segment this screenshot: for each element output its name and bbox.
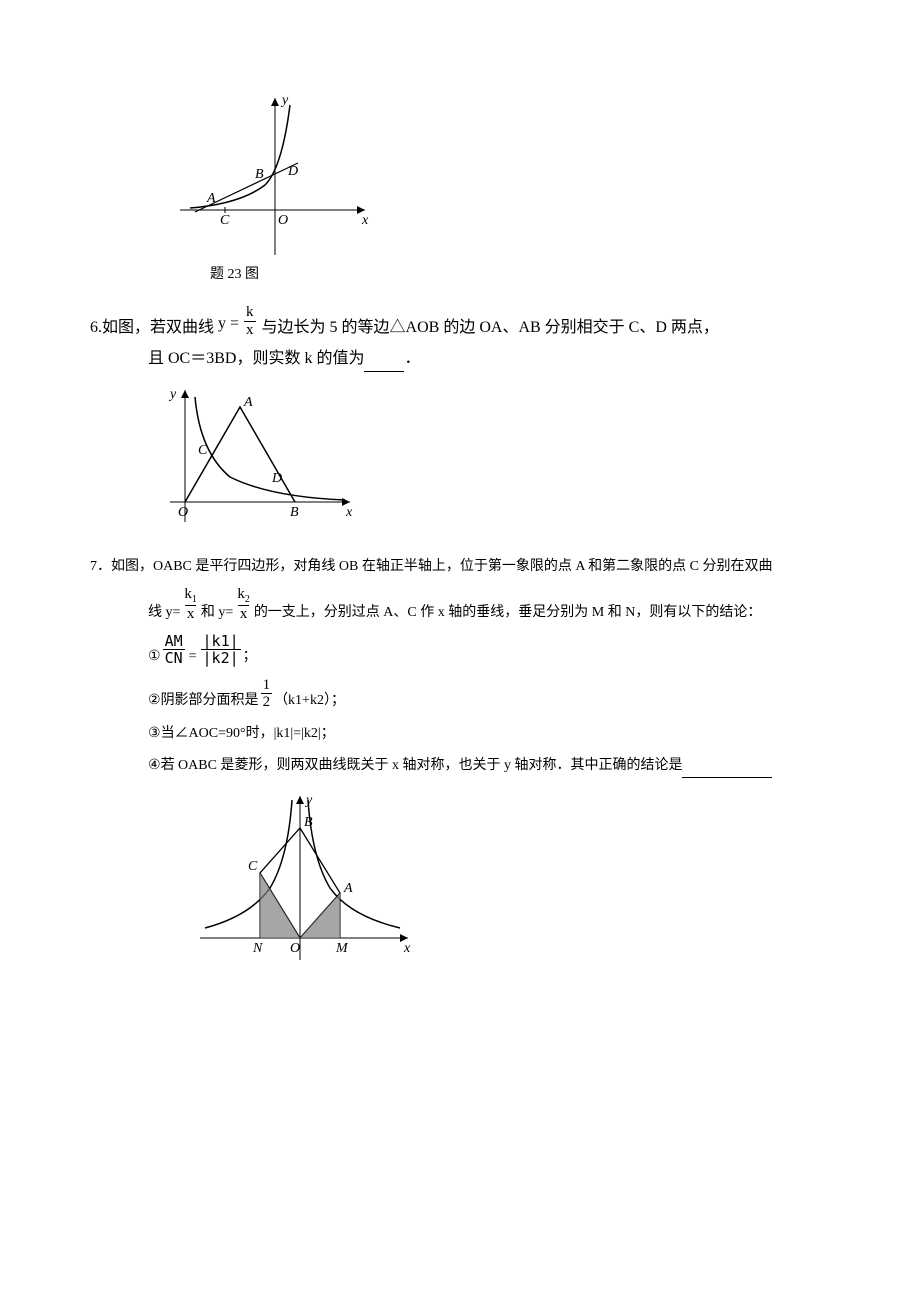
figure-q6: O B A C D x y — [150, 382, 830, 532]
q6-number: 6. — [90, 315, 102, 341]
q7-line2: 线 y= k1 x 和 y= k2 x 的一支上，分别过点 A、C 作 x 轴的… — [148, 588, 830, 625]
q7-item4-circ: ④ — [148, 755, 161, 777]
svg-text:x: x — [345, 505, 353, 520]
svg-text:x: x — [403, 941, 411, 956]
q6-text-p3: 且 OC＝3BD，则实数 k 的值为 — [148, 346, 364, 372]
svg-text:A: A — [206, 191, 216, 206]
svg-text:x: x — [361, 213, 369, 228]
q7-l2-p2: 和 y= — [201, 602, 233, 624]
svg-text:A: A — [243, 395, 253, 410]
svg-text:O: O — [178, 505, 188, 520]
q7-item2-frac: 1 2 — [261, 677, 273, 711]
q6-eq-prefix: y = — [218, 311, 239, 337]
q7-blank — [682, 763, 772, 778]
q7-item1-frac2: |k1| |k2| — [201, 633, 241, 667]
question-6: 6. 如图，若双曲线 y = k x 与边长为 5 的等边△AOB 的边 OA、… — [90, 306, 830, 532]
q7-item1-tail: ； — [243, 646, 257, 668]
svg-text:O: O — [278, 213, 288, 228]
q7-line1: 7．如图，OABC 是平行四边形，对角线 OB 在轴正半轴上，位于第一象限的点 … — [90, 556, 830, 578]
q6-text-p4: ． — [404, 346, 420, 372]
figure-23: A B D C O x y 题 23 图 — [170, 90, 830, 286]
q7-item3-text: 当∠AOC=90°时，|k1|=|k2|； — [161, 723, 335, 745]
q7-frac-k2: k2 x — [235, 586, 252, 623]
q7-frac-k1: k1 x — [182, 586, 199, 623]
q6-fraction: k x — [244, 304, 256, 338]
figure-q6-svg: O B A C D x y — [150, 382, 360, 532]
q7-item2: ② 阴影部分面积是 1 2 （k1+k2）； — [148, 679, 830, 713]
svg-text:D: D — [287, 164, 298, 179]
svg-text:B: B — [304, 815, 313, 830]
q7-item1: ① AM CN = |k1| |k2| ； — [148, 635, 830, 669]
svg-text:y: y — [280, 93, 289, 108]
svg-text:M: M — [335, 941, 349, 956]
q7-item1-circ: ① — [148, 646, 161, 668]
q7-item1-eq: = — [189, 646, 197, 668]
question-7: 7．如图，OABC 是平行四边形，对角线 OB 在轴正半轴上，位于第一象限的点 … — [90, 556, 830, 968]
q7-item2-p2: （k1+k2）； — [274, 690, 345, 712]
q7-item1-frac1: AM CN — [163, 633, 185, 667]
q7-l2-p1: 线 y= — [148, 602, 180, 624]
q7-item2-circ: ② — [148, 690, 161, 712]
svg-text:O: O — [290, 941, 300, 956]
figure-q7-svg: O B A C M N x y — [190, 788, 420, 968]
svg-text:C: C — [198, 443, 208, 458]
q6-text-p1: 如图，若双曲线 — [102, 315, 214, 341]
q7-header-p1: 如图，OABC 是平行四边形，对角线 OB 在轴正半轴上，位于第一象限的点 A … — [111, 559, 773, 574]
q7-item4-text: 若 OABC 是菱形，则两双曲线既关于 x 轴对称，也关于 y 轴对称．其中正确… — [161, 755, 683, 777]
svg-text:N: N — [252, 941, 263, 956]
svg-text:B: B — [290, 505, 299, 520]
q6-text-p2: 与边长为 5 的等边△AOB 的边 OA、AB 分别相交于 C、D 两点， — [262, 315, 719, 341]
svg-text:D: D — [271, 471, 282, 486]
q7-item2-p1: 阴影部分面积是 — [161, 690, 259, 712]
svg-text:C: C — [220, 213, 230, 228]
svg-text:y: y — [304, 793, 313, 808]
q6-line2: 且 OC＝3BD，则实数 k 的值为 ． — [90, 346, 830, 372]
svg-text:B: B — [255, 167, 264, 182]
q7-number: 7． — [90, 559, 111, 574]
figure-23-svg: A B D C O x y — [170, 90, 380, 260]
q6-blank — [364, 355, 404, 372]
q7-l2-p3: 的一支上，分别过点 A、C 作 x 轴的垂线，垂足分别为 M 和 N，则有以下的… — [254, 602, 762, 624]
q6-line1: 6. 如图，若双曲线 y = k x 与边长为 5 的等边△AOB 的边 OA、… — [90, 306, 830, 340]
figure-23-caption: 题 23 图 — [170, 264, 830, 286]
svg-text:y: y — [168, 387, 177, 402]
svg-text:A: A — [343, 881, 353, 896]
q7-item3-circ: ③ — [148, 723, 161, 745]
q7-item4: ④ 若 OABC 是菱形，则两双曲线既关于 x 轴对称，也关于 y 轴对称．其中… — [148, 755, 830, 777]
figure-q7: O B A C M N x y — [190, 788, 830, 968]
svg-text:C: C — [248, 859, 258, 874]
q7-item3: ③ 当∠AOC=90°时，|k1|=|k2|； — [148, 723, 830, 745]
